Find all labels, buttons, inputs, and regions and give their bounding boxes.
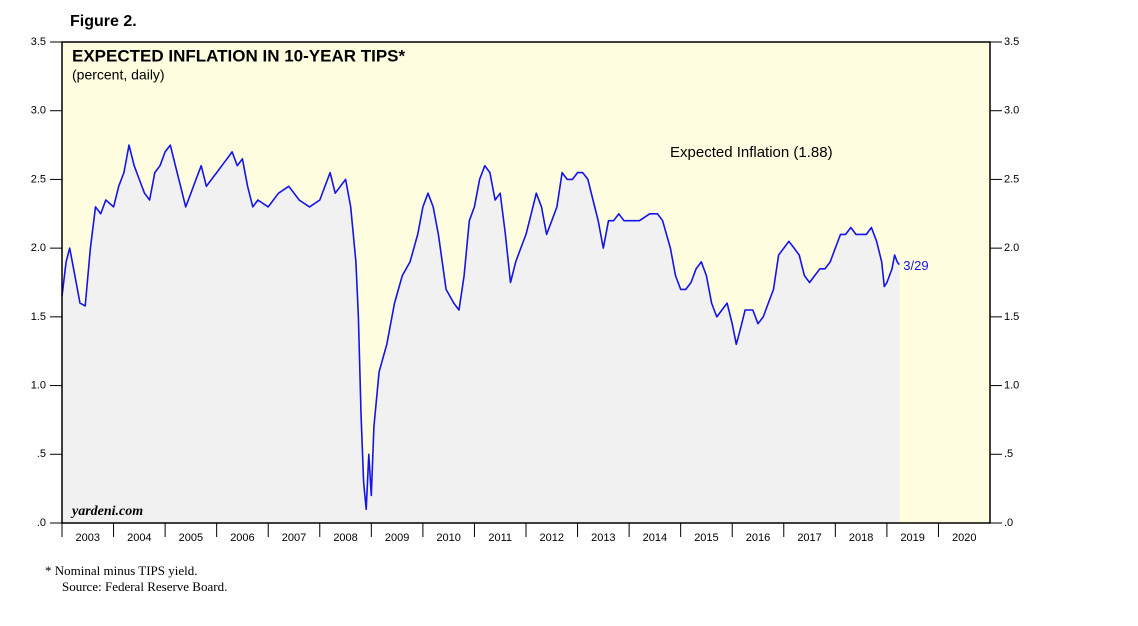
x-tick-label: 2004 bbox=[127, 532, 151, 544]
y2-tick-label: .5 bbox=[1004, 448, 1013, 460]
chart-title: EXPECTED INFLATION IN 10-YEAR TIPS* bbox=[72, 46, 406, 65]
y2-tick-label: 1.0 bbox=[1004, 379, 1019, 391]
x-tick-label: 2013 bbox=[591, 532, 615, 544]
x-tick-label: 2019 bbox=[900, 532, 924, 544]
x-tick-label: 2005 bbox=[179, 532, 203, 544]
y-tick-label: 3.0 bbox=[31, 105, 46, 117]
series-area bbox=[62, 145, 900, 523]
x-tick-label: 2011 bbox=[488, 532, 512, 544]
series-label: Expected Inflation (1.88) bbox=[670, 144, 833, 161]
chart-subtitle: (percent, daily) bbox=[72, 67, 165, 83]
watermark: yardeni.com bbox=[70, 504, 143, 519]
y2-tick-label: 1.5 bbox=[1004, 311, 1019, 323]
y2-tick-label: 2.5 bbox=[1004, 173, 1019, 185]
y-tick-label: 1.5 bbox=[31, 311, 46, 323]
footnote: * Nominal minus TIPS yield. bbox=[45, 563, 198, 578]
series-line bbox=[61, 144, 900, 511]
x-tick-label: 2007 bbox=[282, 532, 306, 544]
x-tick-label: 2009 bbox=[385, 532, 409, 544]
x-tick-label: 2006 bbox=[230, 532, 254, 544]
x-tick-label: 2010 bbox=[436, 532, 460, 544]
figure-label: Figure 2. bbox=[70, 13, 137, 30]
x-tick-label: 2016 bbox=[746, 532, 770, 544]
footnote: Source: Federal Reserve Board. bbox=[62, 579, 227, 594]
y2-tick-label: 3.5 bbox=[1004, 36, 1019, 48]
y-tick-label: .0 bbox=[37, 517, 46, 529]
x-tick-label: 2020 bbox=[952, 532, 976, 544]
y-tick-label: 2.0 bbox=[31, 242, 46, 254]
y-tick-label: 3.5 bbox=[31, 36, 46, 48]
x-tick-label: 2003 bbox=[76, 532, 100, 544]
x-tick-label: 2014 bbox=[643, 532, 667, 544]
y-tick-label: 1.0 bbox=[31, 379, 46, 391]
x-tick-label: 2012 bbox=[540, 532, 564, 544]
y2-tick-label: 3.0 bbox=[1004, 105, 1019, 117]
x-tick-label: 2017 bbox=[797, 532, 821, 544]
y2-tick-label: 2.0 bbox=[1004, 242, 1019, 254]
end-label: 3/29 bbox=[903, 258, 928, 273]
y-tick-label: 2.5 bbox=[31, 173, 46, 185]
x-tick-label: 2018 bbox=[849, 532, 873, 544]
x-tick-label: 2008 bbox=[333, 532, 357, 544]
y2-tick-label: .0 bbox=[1004, 517, 1013, 529]
x-tick-label: 2015 bbox=[694, 532, 718, 544]
y-tick-label: .5 bbox=[37, 448, 46, 460]
